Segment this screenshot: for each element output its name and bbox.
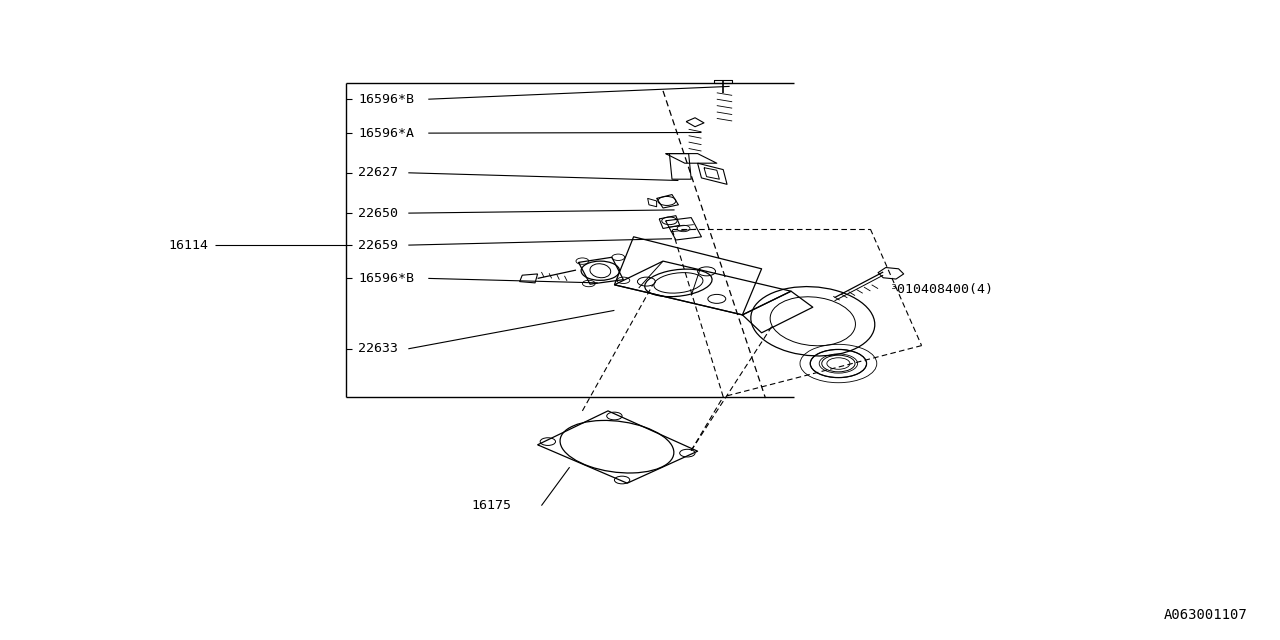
- Text: 22659: 22659: [358, 239, 398, 252]
- Text: 16175: 16175: [471, 499, 511, 512]
- Text: 16596*B: 16596*B: [358, 93, 415, 106]
- Text: ³010408400(4): ³010408400(4): [890, 283, 993, 296]
- Text: 22650: 22650: [358, 207, 398, 220]
- Text: 22627: 22627: [358, 166, 398, 179]
- Text: A063001107: A063001107: [1165, 608, 1248, 622]
- Text: 16596*B: 16596*B: [358, 272, 415, 285]
- Text: 22633: 22633: [358, 342, 398, 355]
- Text: 16114: 16114: [169, 239, 209, 252]
- Text: 16596*A: 16596*A: [358, 127, 415, 140]
